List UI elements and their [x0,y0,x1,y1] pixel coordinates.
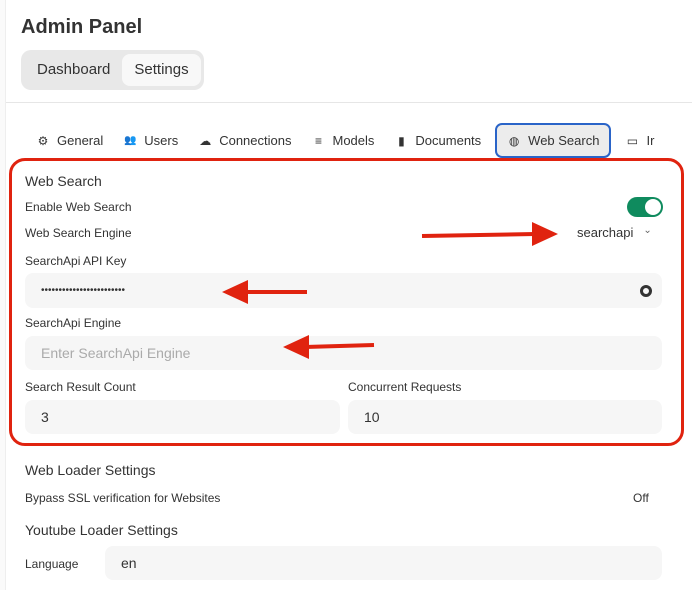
language-input[interactable]: en [105,546,662,580]
api-key-input[interactable]: •••••••••••••••••••••••• [25,273,662,308]
tab-general[interactable]: ⚙ General [26,123,113,158]
bypass-ssl-toggle[interactable]: Off [633,491,649,505]
arrow-head [532,222,558,246]
tab-label: Connections [219,133,292,148]
tab-label: Web Search [528,133,600,148]
arrow-to-engine-select [421,232,536,238]
api-key-label: SearchApi API Key [25,254,127,268]
tab-documents[interactable]: ▮ Documents [384,123,491,158]
segment-settings[interactable]: Settings [122,54,201,86]
chevron-down-icon: ⌄ [643,225,652,236]
divider [6,102,692,103]
section-heading-youtube-loader: Youtube Loader Settings [25,522,178,538]
tab-label: Documents [415,133,482,148]
concurrent-requests-label: Concurrent Requests [348,380,462,394]
concurrent-requests-input[interactable]: 10 [348,400,662,434]
page-title: Admin Panel [21,16,143,38]
document-icon: ▮ [398,133,405,148]
tab-models[interactable]: ≡ Models [301,123,384,158]
enable-web-search-toggle[interactable] [627,197,663,217]
engine-select-value: searchapi [577,225,634,240]
searchapi-engine-input[interactable]: Enter SearchApi Engine [25,336,662,370]
cloud-icon: ☁ [199,133,212,148]
tab-label: Ir [646,133,655,148]
globe-icon: ◍ [508,133,520,148]
tab-label: Models [332,133,375,148]
section-heading-web-search: Web Search [25,173,102,189]
database-icon: ≡ [314,133,322,148]
segment-dashboard[interactable]: Dashboard [37,61,111,78]
eye-icon[interactable] [640,285,652,297]
tab-interface[interactable]: ▭ Ir [615,123,664,158]
arrow-to-searchapi-engine [304,343,375,349]
concurrent-requests-value: 10 [364,409,380,425]
tab-web-search[interactable]: ◍ Web Search [495,123,612,158]
sidebar-edge [0,0,6,590]
searchapi-engine-placeholder: Enter SearchApi Engine [41,345,191,361]
tab-label: General [57,133,104,148]
tab-label: Users [144,133,179,148]
searchapi-engine-label: SearchApi Engine [25,316,122,330]
bypass-ssl-label: Bypass SSL verification for Websites [25,491,221,505]
gear-icon: ⚙ [37,133,49,148]
arrow-head [222,280,248,304]
section-heading-web-loader: Web Loader Settings [25,462,156,478]
enable-web-search-label: Enable Web Search [25,200,132,214]
tab-connections[interactable]: ☁ Connections [188,123,301,158]
arrow-head [283,335,309,359]
web-search-engine-select[interactable]: searchapi ⌄ [577,225,652,240]
result-count-input[interactable]: 3 [25,400,340,434]
monitor-icon: ▭ [626,133,639,148]
language-label: Language [25,557,79,571]
segmented-control: Dashboard Settings [21,50,204,90]
highlight-box [9,158,684,446]
users-icon: 👥 [124,135,137,146]
language-value: en [121,555,137,571]
result-count-label: Search Result Count [25,380,136,394]
result-count-value: 3 [41,409,49,425]
tab-users[interactable]: 👥 Users [113,123,188,158]
api-key-value: •••••••••••••••••••••••• [41,285,126,296]
web-search-engine-label: Web Search Engine [25,226,132,240]
settings-tabs: ⚙ General 👥 Users ☁ Connections ≡ Models ▮ Do… [26,123,664,158]
